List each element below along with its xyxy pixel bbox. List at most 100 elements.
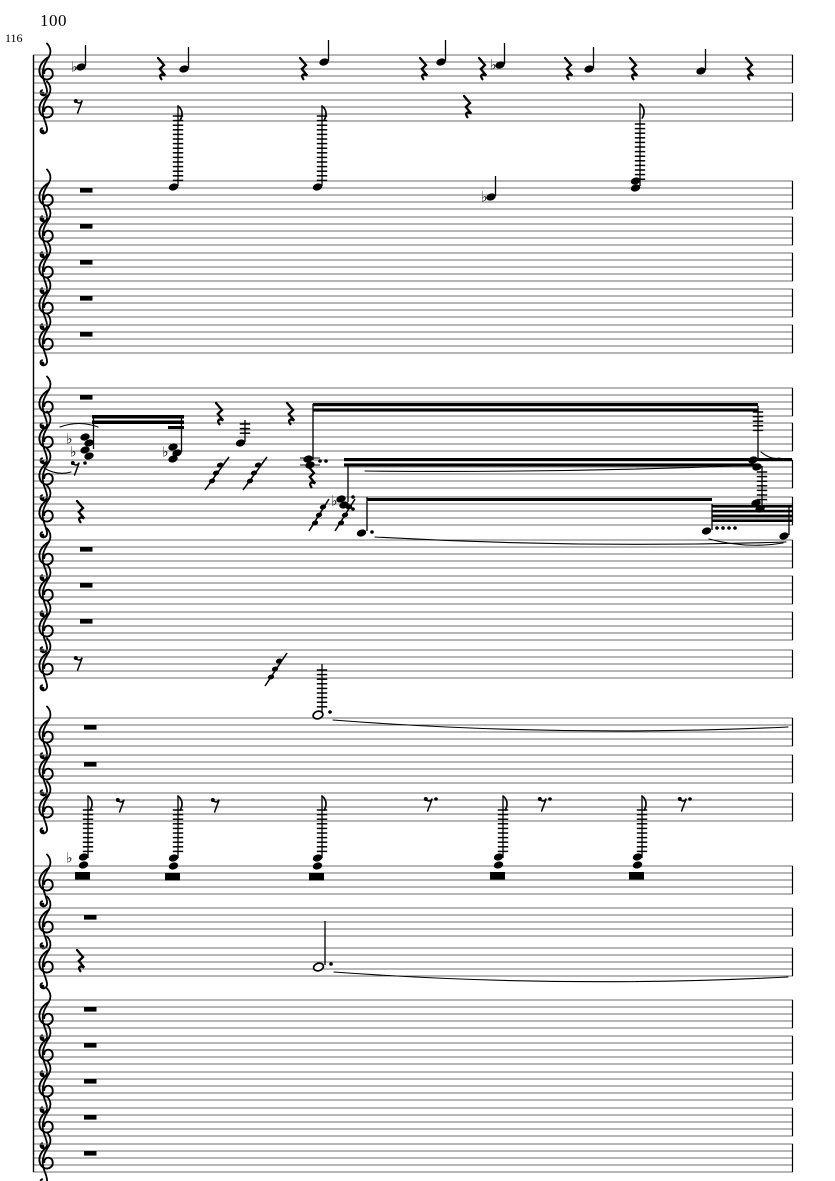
whole-rest: [84, 1043, 97, 1048]
treble-clef-icon: [40, 1072, 45, 1077]
whole-rest: [84, 1079, 97, 1084]
augmentation-dot: [370, 530, 374, 534]
note-head: [80, 433, 90, 441]
whole-rest: [80, 296, 93, 301]
treble-clef-icon: [38, 576, 54, 602]
grace-slash: [242, 456, 268, 491]
treble-clef-icon: [40, 459, 45, 464]
treble-clef-icon: [38, 612, 54, 638]
quarter-rest: [477, 56, 488, 81]
cluster-chord-block: [165, 873, 180, 881]
treble-clef-icon: [40, 686, 45, 691]
treble-clef-icon: [38, 1144, 54, 1170]
note-head: [356, 529, 367, 537]
tie-slur: [374, 536, 787, 545]
eighth-flag-icon: [321, 105, 327, 121]
treble-clef-icon: [40, 576, 45, 581]
eighth-rest: [425, 798, 433, 812]
beam: [344, 463, 758, 467]
treble-clef-icon: [40, 361, 45, 366]
eighth-rest: [679, 798, 687, 812]
quarter-rest: [418, 56, 429, 81]
note-head: [632, 861, 643, 869]
quarter-rest: [75, 948, 86, 973]
note-head: [584, 65, 594, 73]
treble-clef-icon: [40, 496, 45, 501]
augmentation-dot: [548, 797, 552, 801]
note-head: [303, 455, 313, 463]
quarter-rest: [298, 56, 309, 81]
whole-rest: [80, 619, 93, 624]
treble-clef-icon: [38, 497, 54, 523]
treble-clef-icon: [40, 253, 45, 258]
flat-icon: ♭: [71, 60, 78, 76]
flat-icon: ♭: [481, 190, 488, 206]
beam: [168, 426, 184, 429]
whole-rest: [80, 395, 93, 400]
note-head: [779, 532, 789, 540]
augmentation-dot: [328, 710, 332, 714]
quarter-rest: [75, 499, 86, 524]
note-head: [486, 193, 496, 201]
whole-rest: [80, 188, 93, 193]
beam: [313, 403, 758, 407]
augmentation-dot: [721, 526, 725, 530]
eighth-rest: [539, 798, 547, 812]
cluster-chord-block: [490, 872, 505, 880]
treble-clef-icon: [38, 181, 54, 207]
treble-clef-icon: [40, 289, 45, 294]
beam: [92, 415, 184, 419]
treble-clef-icon: [38, 793, 54, 819]
augmentation-dot: [329, 962, 333, 966]
treble-clef-icon: [40, 424, 45, 429]
treble-clef-icon: [38, 423, 54, 449]
tie-slur: [760, 451, 781, 459]
treble-clef-icon: [40, 217, 45, 222]
note-head: [80, 446, 90, 454]
treble-clef-icon: [38, 540, 54, 566]
treble-clef-icon: [38, 289, 54, 315]
page-number: 100: [40, 11, 67, 30]
flat-icon: ♭: [70, 445, 77, 461]
treble-clef-icon: [38, 908, 54, 934]
treble-clef-icon: [38, 1000, 54, 1026]
cluster-chord-block: [75, 872, 90, 880]
treble-clef-icon: [40, 902, 45, 907]
note-head: [168, 443, 178, 451]
treble-clef-icon: [40, 1108, 45, 1113]
whole-rest: [80, 260, 93, 265]
note-head: [493, 861, 504, 869]
whole-rest: [84, 1115, 97, 1120]
cluster-chord-block: [309, 873, 324, 881]
note-head: [168, 183, 179, 191]
beam: [712, 519, 792, 522]
augmentation-dot: [715, 526, 719, 530]
note-head: [84, 452, 94, 460]
note-head: [630, 184, 641, 192]
whole-rest: [80, 583, 93, 588]
beam: [344, 458, 792, 462]
quarter-rest: [156, 56, 167, 81]
flat-icon: ♭: [162, 445, 169, 461]
grace-slash: [204, 456, 230, 491]
note-head: [312, 962, 325, 972]
treble-clef-icon: [38, 1036, 54, 1062]
note-head: [312, 710, 324, 720]
note-head: [168, 854, 179, 862]
flat-icon: ♭: [66, 432, 73, 448]
treble-clef-icon: [38, 55, 54, 81]
eighth-flag-icon: [177, 795, 183, 811]
treble-clef-icon: [38, 866, 54, 892]
treble-clef-icon: [38, 650, 54, 676]
eighth-rest: [75, 657, 83, 671]
note-head: [179, 65, 189, 73]
augmentation-dot: [351, 495, 355, 499]
augmentation-dot: [688, 797, 692, 801]
treble-clef-icon: [40, 1144, 45, 1149]
note-head: [701, 527, 712, 535]
grace-slash: [308, 498, 330, 532]
flat-icon: ♭: [66, 851, 73, 867]
note-head: [78, 861, 89, 869]
eighth-rest: [212, 799, 220, 813]
